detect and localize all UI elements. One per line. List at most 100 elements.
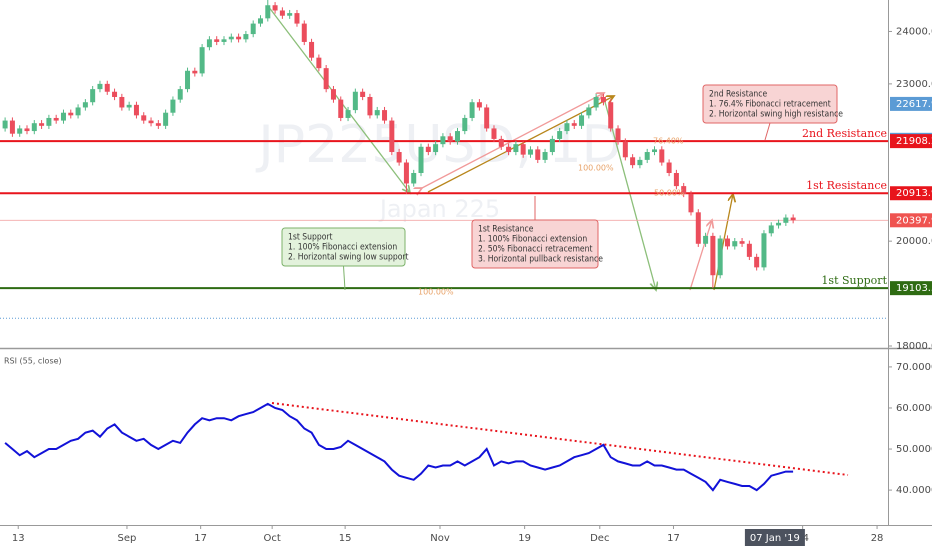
candle-body: [622, 141, 628, 158]
rsi-y-tick-label: 70.0000: [896, 362, 932, 373]
candle-body: [257, 18, 263, 24]
annotation-text: 2nd Resistance: [709, 90, 767, 100]
candle-body: [345, 110, 351, 118]
candle-body: [163, 112, 169, 126]
candle-body: [82, 102, 88, 108]
candle-body: [126, 104, 132, 108]
level-label: 2nd Resistance: [802, 127, 887, 140]
candle-body: [790, 217, 796, 221]
candle-body: [170, 99, 176, 113]
candle-body: [440, 136, 446, 145]
arrow: [427, 96, 614, 193]
annotation-pointer: [764, 122, 771, 141]
annotation-text: 3. Horizontal pullback resistance: [478, 255, 603, 265]
candle-body: [717, 238, 723, 276]
candle-body: [652, 149, 658, 153]
candle-body: [681, 186, 687, 194]
annotation-pointer: [343, 265, 346, 291]
watermark-sub: Japan 225: [378, 195, 500, 223]
candle-body: [60, 112, 66, 121]
rsi-line: [4, 402, 794, 492]
candle-body: [411, 173, 417, 184]
price-tag-label: 19103.5: [896, 283, 932, 294]
x-tick-label: Dec: [590, 533, 609, 544]
price-tag: [890, 281, 932, 296]
candle-body: [104, 83, 110, 92]
candle-body: [571, 123, 577, 126]
candle-body: [476, 102, 482, 108]
x-tick-label: 19: [518, 533, 531, 544]
candle-body: [24, 128, 30, 132]
candle-body: [783, 217, 789, 223]
candle-body: [615, 128, 621, 142]
candle-body: [39, 123, 45, 126]
fib-label: 76.40%: [653, 137, 684, 146]
candle-body: [279, 10, 285, 16]
candle-body: [673, 173, 679, 187]
rsi-y-tick-label: 60.0000: [896, 403, 932, 414]
candle-body: [330, 89, 336, 100]
level-label: 1st Support: [821, 274, 887, 287]
annotation-text: 2. Horizontal swing low support: [288, 253, 409, 263]
candle-body: [761, 233, 767, 268]
y-tick-label: 18000.0: [896, 341, 932, 352]
candle-body: [112, 91, 118, 97]
candle-body: [498, 138, 504, 147]
candle-body: [97, 83, 103, 90]
candle-body: [352, 91, 358, 111]
candle-body: [294, 13, 300, 24]
candle-body: [177, 89, 183, 100]
candle-body: [564, 123, 570, 132]
annotation-text: 1st Support: [288, 233, 333, 243]
candle-body: [199, 47, 205, 74]
annotation-text: 1. 100% Fibonacci extension: [478, 235, 587, 245]
x-tick-label: 13: [12, 533, 25, 544]
candle-body: [155, 123, 161, 126]
candle-body: [17, 128, 23, 134]
candle-body: [724, 238, 730, 247]
candle-body: [9, 120, 15, 134]
rsi-label: RSI (55, close): [4, 357, 62, 366]
candle-body: [586, 107, 592, 116]
candle-body: [374, 110, 380, 116]
candle-body: [433, 144, 439, 153]
arrow: [689, 220, 712, 291]
annotation-box: [702, 84, 838, 124]
candle-body: [710, 235, 716, 276]
y-tick-label: 23000.0: [896, 79, 932, 90]
candle-body: [31, 123, 37, 132]
x-tick-label: 17: [667, 533, 680, 544]
candle-body: [739, 241, 745, 244]
candle-body: [148, 120, 154, 124]
fib-label: 50.00%: [654, 189, 685, 198]
candle-body: [68, 112, 74, 116]
candle-body: [637, 159, 643, 166]
candle-body: [301, 23, 307, 42]
candle-body: [228, 36, 234, 40]
price-tag-label: 20913.9: [896, 188, 932, 199]
candle-body: [323, 68, 329, 90]
candle-body: [447, 136, 453, 142]
candle-body: [703, 235, 709, 244]
candle-body: [75, 107, 81, 116]
rsi-y-tick-label: 50.0000: [896, 444, 932, 455]
candle-body: [360, 91, 366, 97]
candle-body: [579, 115, 585, 126]
candle-body: [484, 107, 490, 129]
candle-body: [367, 96, 373, 116]
candle-body: [454, 131, 460, 142]
y-tick-label: 24000.0: [896, 26, 932, 37]
annotation-text: 2. Horizontal swing high resistance: [709, 110, 843, 120]
candle-body: [491, 128, 497, 139]
rsi-trendline: [271, 402, 849, 476]
candle-body: [389, 120, 395, 153]
candle-body: [141, 115, 147, 121]
candle-body: [542, 152, 548, 160]
candle-body: [776, 222, 782, 226]
candle-body: [732, 241, 738, 247]
x-tick-label: 15: [339, 533, 352, 544]
annotation-box: [471, 219, 599, 269]
